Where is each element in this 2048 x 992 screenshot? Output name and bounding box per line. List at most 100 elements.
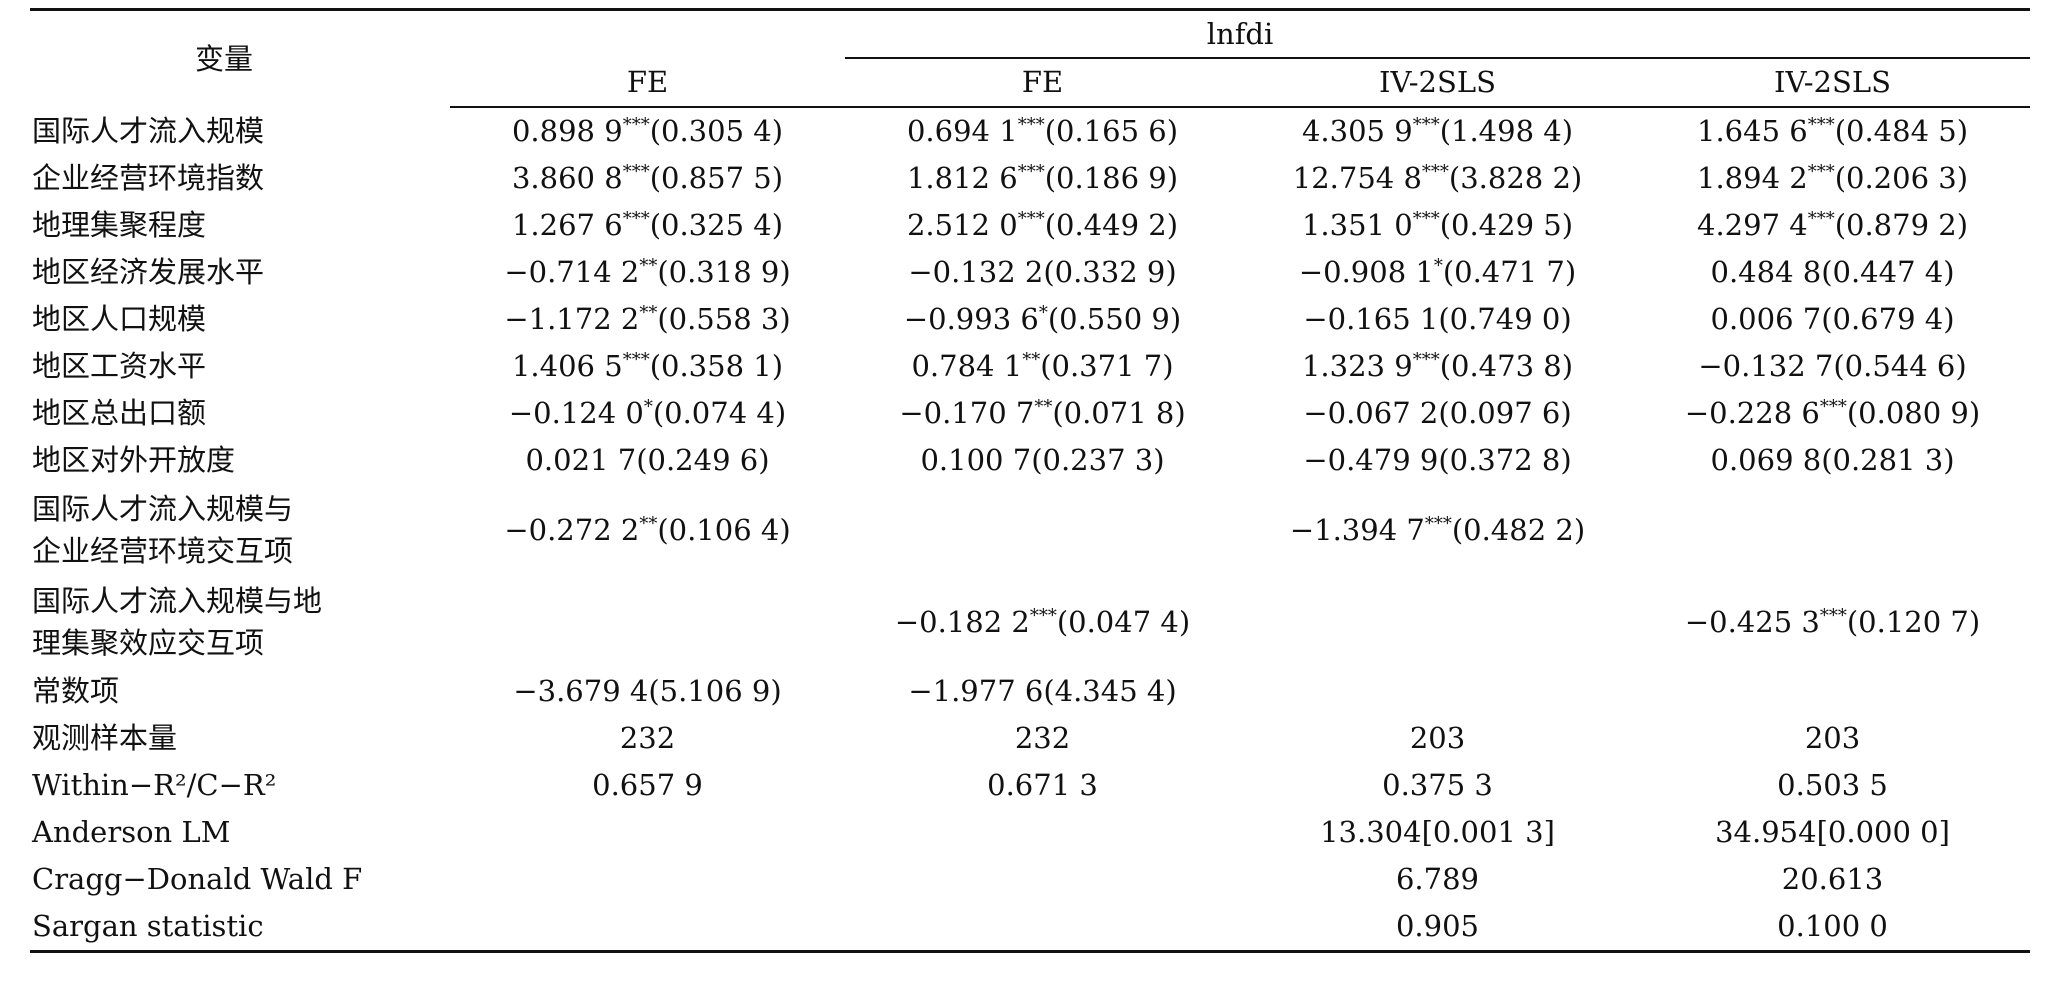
row-label: 地理集聚程度 bbox=[30, 202, 450, 249]
standard-error: (0.206 3) bbox=[1834, 161, 1969, 195]
standard-error: (0.106 4) bbox=[657, 513, 791, 547]
significance-stars: * bbox=[1038, 302, 1048, 324]
value-cell: 0.021 7(0.249 6) bbox=[450, 437, 845, 484]
coefficient: −0.165 1 bbox=[1303, 302, 1439, 336]
row-label-line: 国际人才流入规模与 bbox=[32, 492, 294, 526]
significance-stars: *** bbox=[1017, 114, 1045, 136]
value-cell: 0.905 bbox=[1240, 903, 1635, 953]
regression-table: 变量 lnfdi FE FE IV-2SLS IV-2SLS 国际人才流入规模 0… bbox=[30, 8, 2031, 953]
coefficient: 0.100 0 bbox=[1777, 909, 1888, 943]
significance-stars: *** bbox=[1807, 208, 1835, 230]
standard-error: (0.249 6) bbox=[636, 443, 770, 477]
coefficient: −0.228 6 bbox=[1684, 396, 1820, 430]
coefficient: 4.297 4 bbox=[1697, 208, 1808, 242]
standard-error: (0.358 1) bbox=[649, 349, 784, 383]
row-label: 地区对外开放度 bbox=[30, 437, 450, 484]
row-label: Cragg−Donald Wald F bbox=[30, 856, 450, 903]
coefficient: 0.100 7 bbox=[920, 443, 1032, 477]
coefficient: 0.021 7 bbox=[525, 443, 637, 477]
coefficient: 0.484 8 bbox=[1710, 255, 1822, 289]
table-row: Cragg−Donald Wald F 6.789 20.613 bbox=[30, 856, 2030, 903]
coefficient: −0.425 3 bbox=[1684, 605, 1820, 639]
coefficient: 232 bbox=[1014, 721, 1071, 755]
value-cell: 4.305 9***(1.498 4) bbox=[1240, 107, 1635, 155]
row-label-line: Within−R²/C−R² bbox=[32, 768, 277, 802]
value-cell: 232 bbox=[450, 715, 845, 762]
coefficient: 0.375 3 bbox=[1382, 768, 1493, 802]
value-cell bbox=[845, 903, 1240, 953]
coefficient: 0.657 9 bbox=[592, 768, 703, 802]
row-label: 国际人才流入规模 bbox=[30, 107, 450, 155]
standard-error: (0.447 4) bbox=[1821, 255, 1955, 289]
standard-error: (0.484 5) bbox=[1834, 114, 1969, 148]
model-header-4: IV-2SLS bbox=[1635, 57, 2031, 108]
row-label-line: 地区工资水平 bbox=[32, 349, 207, 383]
coefficient: −0.132 7 bbox=[1698, 349, 1834, 383]
standard-error: (0.165 6) bbox=[1044, 114, 1179, 148]
value-cell: 1.812 6***(0.186 9) bbox=[845, 155, 1240, 202]
coefficient: 12.754 8 bbox=[1292, 161, 1422, 195]
significance-stars: *** bbox=[1819, 605, 1847, 627]
row-label: 地区经济发展水平 bbox=[30, 249, 450, 296]
significance-stars: ** bbox=[1022, 349, 1041, 371]
table-row: 国际人才流入规模 0.898 9***(0.305 4) 0.694 1***(0.… bbox=[30, 107, 2030, 155]
coefficient: 0.784 1 bbox=[911, 349, 1023, 383]
standard-error: (0.080 9) bbox=[1846, 396, 1981, 430]
row-label: 企业经营环境指数 bbox=[30, 155, 450, 202]
table-row: 常数项 −3.679 4(5.106 9) −1.977 6(4.345 4) bbox=[30, 668, 2030, 715]
value-cell: 1.267 6***(0.325 4) bbox=[450, 202, 845, 249]
standard-error: (0.325 4) bbox=[649, 208, 784, 242]
value-cell: 12.754 8***(3.828 2) bbox=[1240, 155, 1635, 202]
coefficient: −0.993 6 bbox=[903, 302, 1039, 336]
row-label: 国际人才流入规模与地 理集聚效应交互项 bbox=[30, 576, 450, 668]
row-label-line: 企业经营环境交互项 bbox=[32, 534, 294, 568]
value-cell: −0.908 1*(0.471 7) bbox=[1240, 249, 1635, 296]
row-label: 地区工资水平 bbox=[30, 343, 450, 390]
coefficient: 13.304[0.001 3] bbox=[1320, 815, 1555, 849]
coefficient: 0.069 8 bbox=[1710, 443, 1822, 477]
value-cell: 0.375 3 bbox=[1240, 762, 1635, 809]
value-cell: 0.100 0 bbox=[1635, 903, 2031, 953]
coefficient: 6.789 bbox=[1395, 862, 1480, 896]
value-cell: −0.272 2**(0.106 4) bbox=[450, 484, 845, 576]
significance-stars: *** bbox=[1807, 114, 1835, 136]
header-row-models: FE FE IV-2SLS IV-2SLS bbox=[30, 57, 2031, 108]
significance-stars: ** bbox=[639, 255, 658, 277]
coefficient: −0.182 2 bbox=[894, 605, 1030, 639]
standard-error: (0.332 9) bbox=[1043, 255, 1177, 289]
value-cell: 1.323 9***(0.473 8) bbox=[1240, 343, 1635, 390]
coefficient: 1.351 0 bbox=[1301, 208, 1413, 242]
value-cell: −0.993 6*(0.550 9) bbox=[845, 296, 1240, 343]
value-cell: −0.132 7(0.544 6) bbox=[1635, 343, 2030, 390]
value-cell: −3.679 4(5.106 9) bbox=[450, 668, 845, 715]
coefficient: 232 bbox=[619, 721, 676, 755]
table-row: 地区对外开放度 0.021 7(0.249 6) 0.100 7(0.237 3) −… bbox=[30, 437, 2030, 484]
coefficient: 2.512 0 bbox=[906, 208, 1018, 242]
value-cell: 0.898 9***(0.305 4) bbox=[450, 107, 845, 155]
coefficient: 34.954[0.000 0] bbox=[1715, 815, 1950, 849]
standard-error: (1.498 4) bbox=[1439, 114, 1574, 148]
row-label-line: Sargan statistic bbox=[32, 909, 264, 943]
value-cell: −0.124 0*(0.074 4) bbox=[450, 390, 845, 437]
table-row: 地区经济发展水平 −0.714 2**(0.318 9) −0.132 2(0.33… bbox=[30, 249, 2030, 296]
value-cell bbox=[845, 856, 1240, 903]
coefficient: −0.908 1 bbox=[1298, 255, 1434, 289]
coefficient: −0.479 9 bbox=[1303, 443, 1439, 477]
value-cell: 0.657 9 bbox=[450, 762, 845, 809]
coefficient: 1.645 6 bbox=[1697, 114, 1808, 148]
row-label-line: 地理集聚程度 bbox=[32, 208, 207, 242]
value-cell bbox=[845, 809, 1240, 856]
coefficient: −0.067 2 bbox=[1303, 396, 1439, 430]
significance-stars: *** bbox=[622, 114, 650, 136]
standard-error: (0.120 7) bbox=[1846, 605, 1981, 639]
value-cell bbox=[450, 856, 845, 903]
significance-stars: *** bbox=[1029, 605, 1057, 627]
table-row: 地区总出口额 −0.124 0*(0.074 4) −0.170 7**(0.071… bbox=[30, 390, 2030, 437]
value-cell: 0.503 5 bbox=[1635, 762, 2030, 809]
value-cell: 20.613 bbox=[1635, 856, 2030, 903]
standard-error: (0.679 4) bbox=[1821, 302, 1955, 336]
significance-stars: *** bbox=[1412, 114, 1440, 136]
value-cell bbox=[450, 809, 845, 856]
row-label: 国际人才流入规模与 企业经营环境交互项 bbox=[30, 484, 450, 576]
significance-stars: *** bbox=[1421, 161, 1449, 183]
